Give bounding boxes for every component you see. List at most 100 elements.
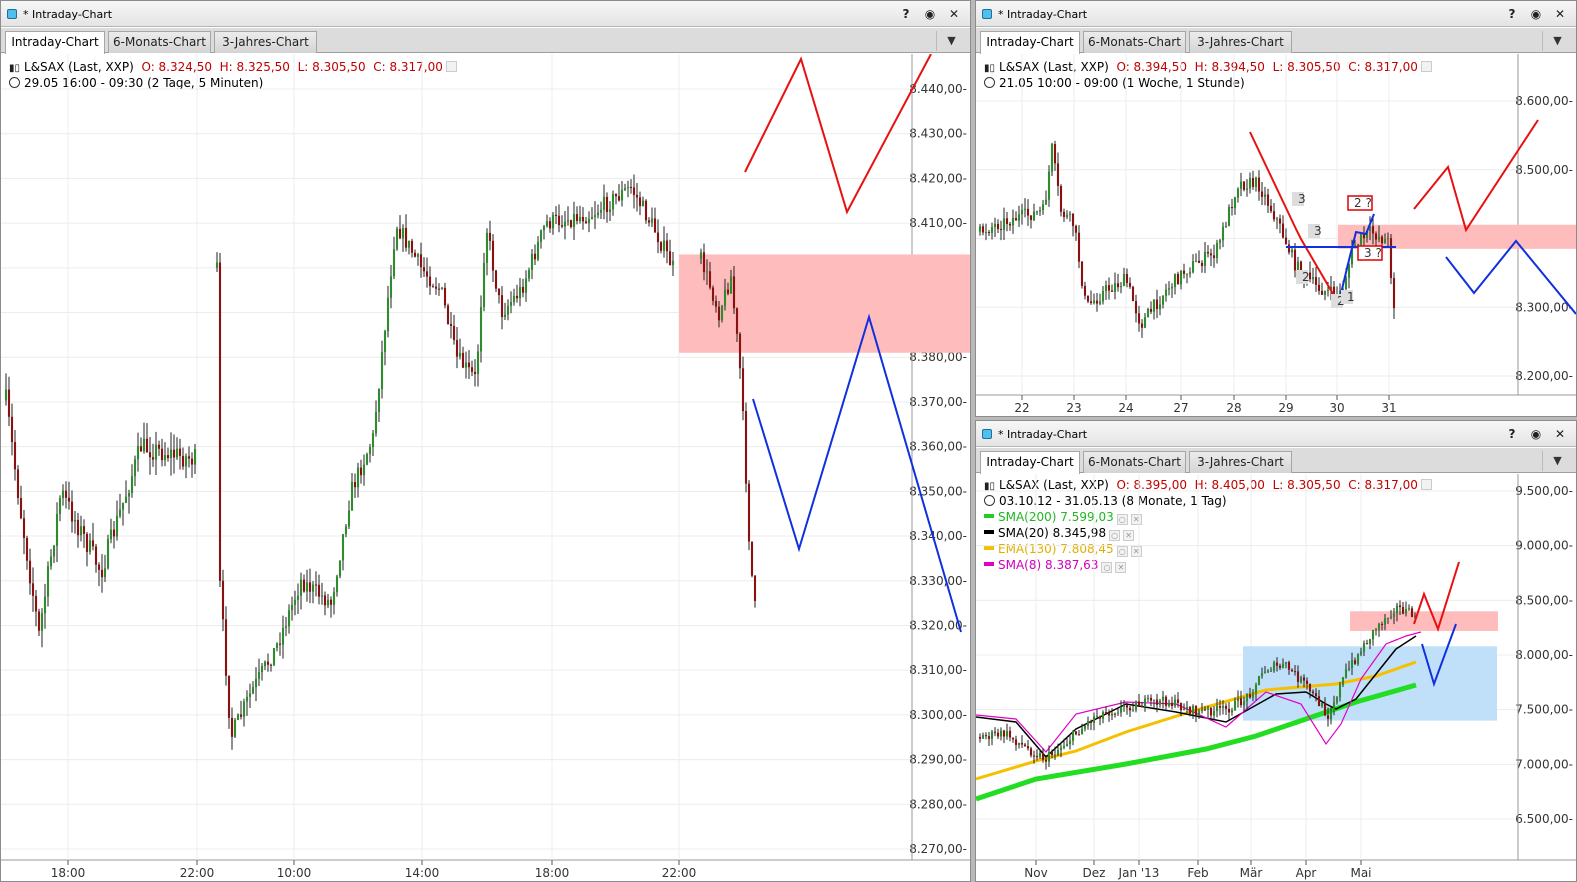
candle-body [1095,716,1099,718]
candle-body [1329,286,1333,291]
candle-body [1071,731,1075,741]
candle-body [437,288,441,290]
candle-body [488,232,492,241]
candle-body [344,526,348,535]
candle-body [452,325,456,341]
tab-3-jahres[interactable]: 3-Jahres-Chart [214,31,317,53]
chevron-down-icon[interactable]: ▼ [1542,31,1572,51]
close-icon[interactable]: ✕ [1554,427,1566,441]
candle-body [1185,273,1189,275]
candle-body [1098,301,1102,304]
candle-body [720,306,724,321]
candle-body [1323,291,1327,295]
close-icon[interactable]: ✕ [1130,514,1142,525]
ohlc-open: O: 8.395,00 [1116,478,1187,492]
tab-3-jahres[interactable]: 3-Jahres-Chart [1189,31,1292,53]
close-icon[interactable]: ✕ [1554,7,1566,21]
candle-body [67,497,71,502]
candle-body [1062,211,1066,217]
settings-icon[interactable]: ◉ [924,7,936,21]
candle-body [377,389,381,413]
close-icon[interactable]: ✕ [1123,530,1135,541]
close-icon[interactable]: ✕ [1115,562,1127,573]
candle-body [1326,290,1330,292]
help-icon[interactable]: ? [902,7,910,21]
candle-body [593,215,597,217]
candle-body [1044,759,1048,762]
tab-intraday[interactable]: Intraday-Chart [980,451,1080,474]
x-tick-label: 10:00 [277,866,312,880]
candle-body [1158,700,1162,705]
candle-body [1080,728,1084,735]
price-chart[interactable]: 8.440,00-8.430,00-8.420,00-8.410,00-8.40… [1,54,970,882]
period-line: 21.05 10:00 - 09:00 (1 Woche, 1 Stunde) [984,75,1245,91]
candle-body [419,254,423,268]
candle-body [1128,707,1132,711]
candle-body [1299,677,1303,683]
candle-body [1347,667,1351,670]
settings-icon[interactable]: ○ [1116,514,1128,525]
candle-body [602,196,606,210]
settings-icon[interactable]: ◉ [1530,7,1542,21]
candle-body [1341,677,1345,685]
candle-body [1188,272,1192,274]
info-toggle[interactable] [1420,479,1432,490]
candle-body [638,197,642,207]
close-icon[interactable]: ✕ [1130,546,1142,557]
wave-label: 3 ? [1364,246,1382,260]
window-titlebar[interactable]: * Intraday-Chart ? ◉ ✕ [976,421,1576,447]
settings-icon[interactable]: ○ [1101,562,1113,573]
candle-body [590,216,594,219]
tab-intraday[interactable]: Intraday-Chart [980,31,1080,54]
tab-6-monats[interactable]: 6-Monats-Chart [108,31,211,53]
chevron-down-icon[interactable]: ▼ [1542,451,1572,471]
candle-body [996,732,1000,737]
candle-body [368,447,372,455]
candle-body [726,289,730,294]
wave-label-box [1331,294,1343,308]
candle-body [46,566,50,597]
tab-6-monats[interactable]: 6-Monats-Chart [1083,451,1186,473]
tab-intraday[interactable]: Intraday-Chart [5,31,105,54]
candle-body [1212,255,1216,258]
help-icon[interactable]: ? [1508,7,1516,21]
candle-body [1386,238,1390,240]
candle-body [1230,710,1234,713]
candle-body [1056,749,1060,755]
candle-body [551,214,555,229]
candle-body [626,187,630,189]
help-icon[interactable]: ? [1508,427,1516,441]
price-chart[interactable]: 9.500,00- 9.000,00- 8.500,00- 8.000,00- 7.50… [976,474,1576,882]
instrument-line: ▮▯ L&SAX (Last, XXP) O: 8.395,00 H: 8.405… [984,477,1432,495]
tab-3-jahres[interactable]: 3-Jahres-Chart [1189,451,1292,473]
bars-icon: ▮▯ [984,481,996,492]
candle-body [314,584,318,586]
settings-icon[interactable]: ○ [1116,546,1128,557]
tab-bar: Intraday-Chart 6-Monats-Chart 3-Jahres-C… [976,28,1576,54]
candle-body [623,188,627,190]
window-titlebar[interactable]: * Intraday-Chart ? ◉ ✕ [976,1,1576,27]
settings-icon[interactable]: ◉ [1530,427,1542,441]
x-tick-label: 28 [1226,401,1241,415]
candle-body [1293,249,1297,271]
candle-body [1272,211,1276,220]
candle-body [1314,277,1318,285]
tab-6-monats[interactable]: 6-Monats-Chart [1083,31,1186,53]
candle-body [1209,707,1213,716]
indicator-value: 7.599,03 [1060,510,1114,524]
close-icon[interactable]: ✕ [948,7,960,21]
candle-body [732,276,736,309]
info-toggle[interactable] [1420,61,1432,72]
candle-body [1131,286,1135,302]
chevron-down-icon[interactable]: ▼ [936,31,966,51]
candle-body [43,596,47,614]
candle-body [1359,651,1363,655]
info-toggle[interactable] [445,61,457,72]
candle-body [1206,707,1210,710]
settings-icon[interactable]: ○ [1109,530,1121,541]
price-chart[interactable]: 8.600,00-8.500,00-8.400,00-8.300,00-8.20… [976,54,1576,417]
legend-swatch [984,546,994,550]
candle-body [353,482,357,488]
candle-body [650,218,654,223]
window-titlebar[interactable]: * Intraday-Chart ? ◉ ✕ [1,1,970,27]
